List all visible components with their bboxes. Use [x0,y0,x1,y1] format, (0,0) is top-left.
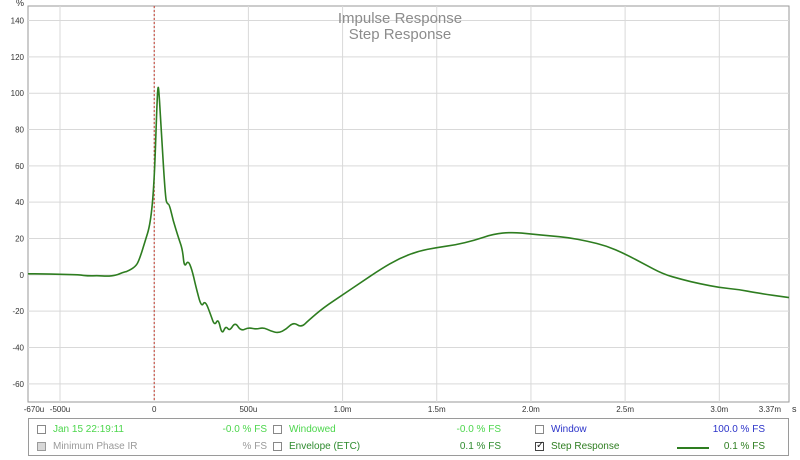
x-tick-label: -670u [24,405,44,414]
x-tick-label: 2.0m [522,405,540,414]
step-response-checkbox[interactable] [535,440,544,451]
y-tick-label: 140 [11,17,25,26]
x-tick-label: 3.0m [710,405,728,414]
x-tick-label: -500u [50,405,70,414]
minimum-phase-checkbox[interactable] [37,442,46,451]
y-tick-label: 120 [11,53,25,62]
x-tick-label: 2.5m [616,405,634,414]
minimum-phase-value: % FS [242,441,267,452]
legend-item-window[interactable]: Window 100.0 % FS [535,423,765,437]
y-tick-label: -60 [12,380,24,389]
y-tick-label: 0 [20,271,25,280]
step-response-value: 0.1 % FS [723,441,765,452]
y-tick-label: 80 [15,126,24,135]
windowed-value: -0.0 % FS [456,424,501,435]
x-tick-label: 1.0m [334,405,352,414]
envelope-value: 0.1 % FS [459,441,501,452]
y-tick-label: -40 [12,344,24,353]
y-tick-label: -20 [12,307,24,316]
x-tick-label: 1.5m [428,405,446,414]
x-tick-label: 0 [152,405,157,414]
window-value: 100.0 % FS [712,424,765,435]
x-tick-labels: -670u -500u 0 500u 1.0m 1.5m 2.0m 2.5m 3.0m 3.37m [24,405,782,414]
legend-item-step-response[interactable]: Step Response 0.1 % FS [535,440,765,454]
x-axis-unit: s [792,404,797,414]
measurement-value: -0.0 % FS [222,424,267,435]
envelope-label: Envelope (ETC) [289,441,361,452]
y-tick-label: 20 [15,235,24,244]
windowed-label: Windowed [289,424,336,435]
x-tick-label: 3.37m [759,405,782,414]
legend-item-envelope[interactable]: Envelope (ETC) 0.1 % FS [273,440,501,454]
window-label: Window [551,424,587,435]
envelope-checkbox[interactable] [273,442,282,451]
y-tick-label: 60 [15,162,24,171]
step-response-line-swatch [677,447,709,449]
legend-panel: Jan 15 22:19:11 -0.0 % FS Windowed -0.0 … [28,418,789,456]
windowed-checkbox[interactable] [273,425,282,434]
chart-title: Impulse Response [338,10,462,27]
minimum-phase-label: Minimum Phase IR [53,441,138,452]
legend-item-measurement[interactable]: Jan 15 22:19:11 -0.0 % FS [37,423,267,437]
chart-subtitle: Step Response [349,26,452,43]
y-tick-label: 100 [11,89,25,98]
window-checkbox[interactable] [535,425,544,434]
x-tick-label: 500u [239,405,257,414]
legend-item-minimum-phase[interactable]: Minimum Phase IR % FS [37,440,267,454]
legend-item-windowed[interactable]: Windowed -0.0 % FS [273,423,501,437]
plot-area[interactable] [27,5,790,403]
measurement-label: Jan 15 22:19:11 [53,424,124,435]
y-tick-label: 40 [15,198,24,207]
y-axis-unit: % [16,0,24,8]
y-tick-labels: 140 120 100 80 60 40 20 0 -20 -40 -60 [11,17,25,389]
step-response-chart[interactable]: 140 120 100 80 60 40 20 0 -20 -40 -60 -670u -500u 0 5… [0,0,800,418]
step-response-line [28,86,790,334]
measurement-checkbox[interactable] [37,425,46,434]
step-response-label: Step Response [551,441,620,452]
